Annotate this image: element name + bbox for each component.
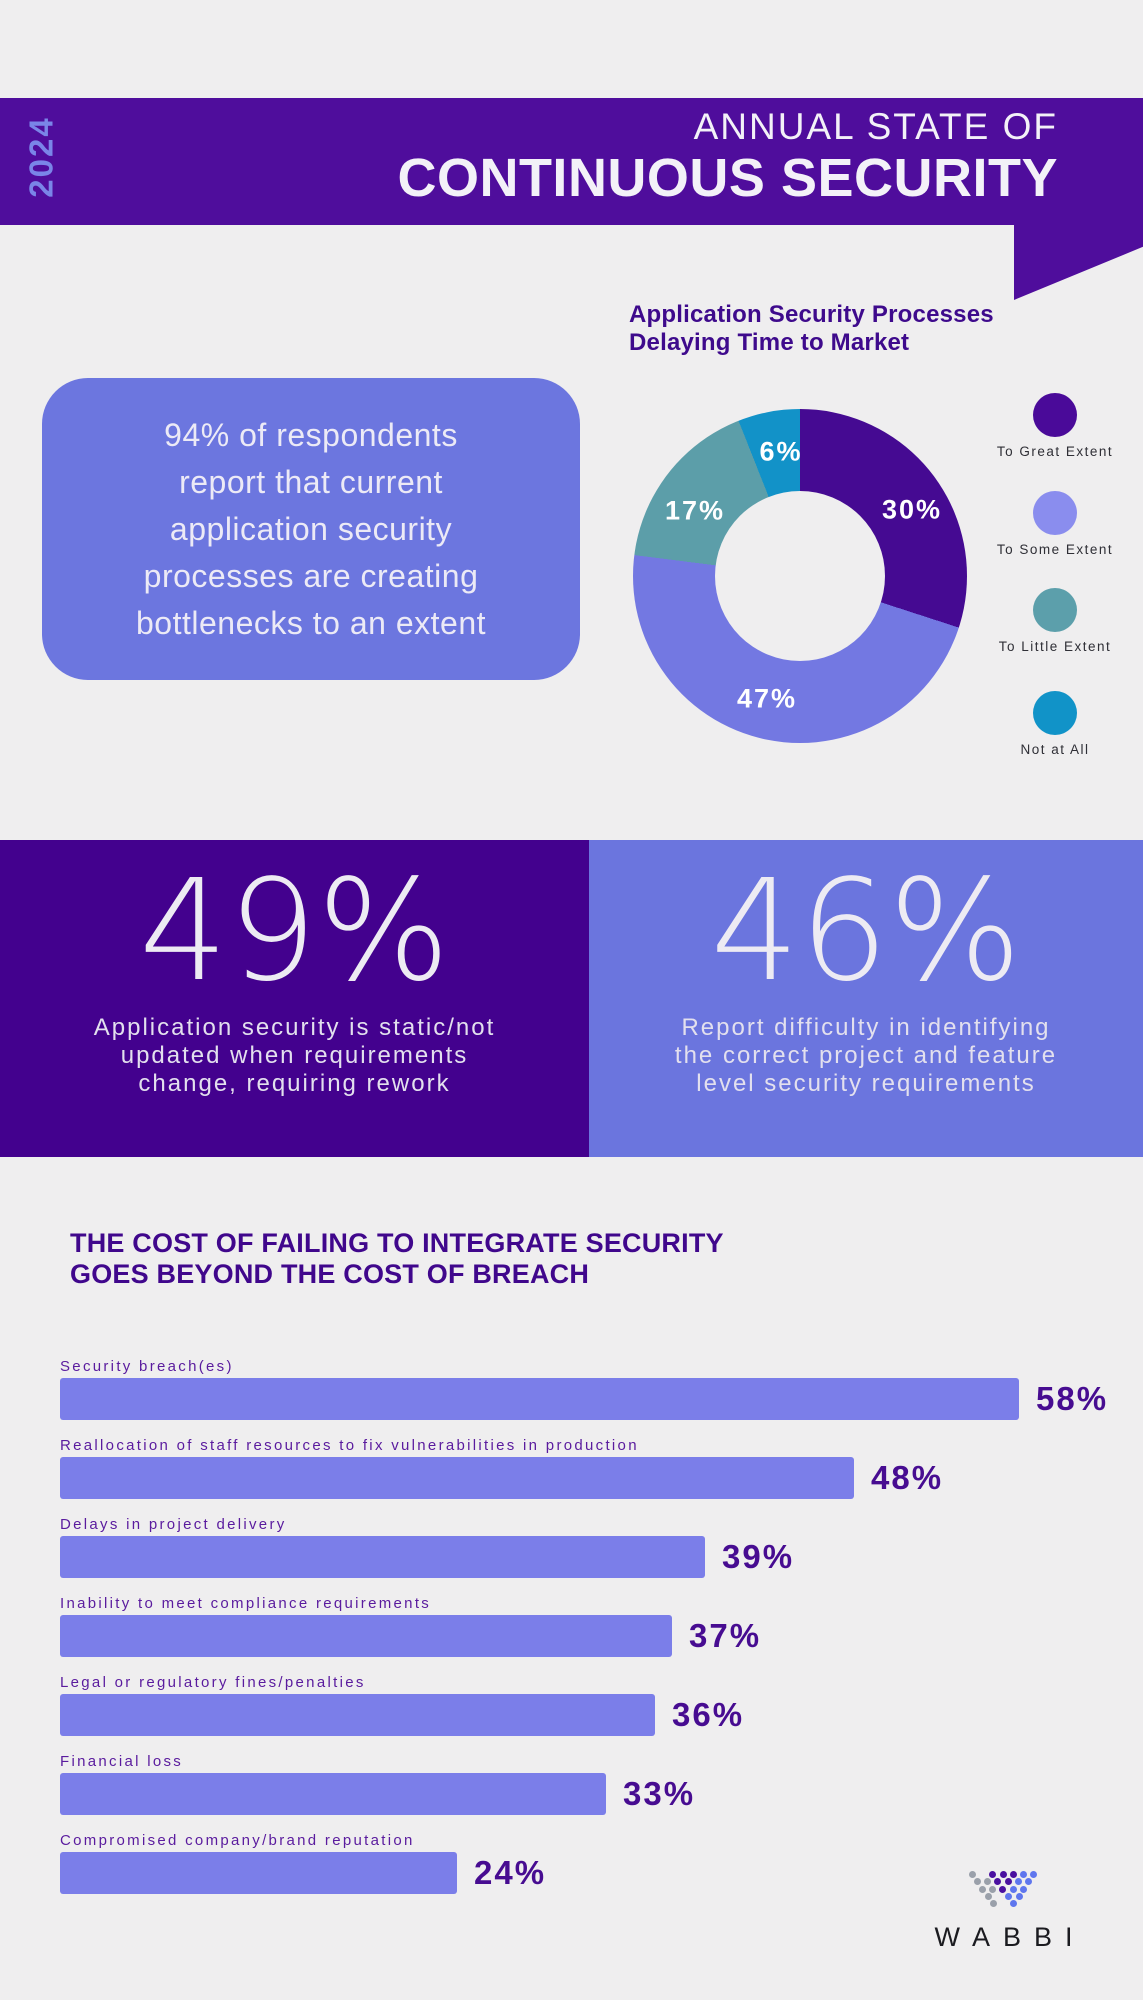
- bar-row: Delays in project delivery 39%: [60, 1514, 1140, 1578]
- logo-dot-icon: [989, 1871, 997, 1878]
- bar-row: Compromised company/brand reputation 24%: [60, 1830, 1140, 1894]
- bar-category-label: Financial loss: [60, 1753, 184, 1770]
- bar-value-label: 24%: [474, 1854, 547, 1891]
- header-title-line2: CONTINUOUS SECURITY: [397, 148, 1058, 208]
- header-titles: ANNUAL STATE OF CONTINUOUS SECURITY: [397, 105, 1058, 207]
- legend-item: To Great Extent: [995, 393, 1115, 460]
- legend-swatch-icon: [1033, 691, 1077, 735]
- logo-dot-icon: [985, 1892, 992, 1900]
- legend-swatch-icon: [1033, 491, 1077, 535]
- bar-category-label: Inability to meet compliance requirement…: [60, 1595, 432, 1612]
- legend-label: To Little Extent: [998, 639, 1112, 654]
- legend-item: To Some Extent: [995, 491, 1115, 558]
- stat-caption: Report difficulty in identifying the cor…: [674, 1014, 1058, 1097]
- logo-dot-icon: [984, 1878, 992, 1886]
- stat-block-49: 49% Application security is static/not u…: [0, 840, 589, 1157]
- bar-fill: [60, 1773, 606, 1815]
- legend-label: To Some Extent: [996, 542, 1114, 557]
- stat-callout-box: 94% of respondents report that current a…: [42, 378, 580, 680]
- donut-chart: 30% 47% 17% 6%: [633, 409, 967, 743]
- legend-swatch-icon: [1033, 588, 1077, 632]
- banner-tail-shape: [1014, 224, 1143, 300]
- year-label: 2024: [22, 116, 60, 198]
- bar-value-label: 39%: [722, 1538, 795, 1575]
- bar-chart: Security breach(es) 58% Reallocation of …: [60, 1356, 1140, 1909]
- header-banner: [0, 98, 1143, 225]
- logo-dot-icon: [990, 1900, 997, 1908]
- bar-fill: [60, 1457, 854, 1499]
- donut-value-label: 47%: [736, 683, 798, 714]
- bar-fill: [60, 1852, 457, 1894]
- donut-hole: [715, 491, 885, 661]
- bar-category-label: Compromised company/brand reputation: [60, 1832, 415, 1849]
- donut-value-label: 30%: [881, 494, 943, 525]
- bar-value-label: 33%: [623, 1775, 696, 1812]
- bar-category-label: Legal or regulatory fines/penalties: [60, 1674, 366, 1691]
- legend-item: Not at All: [995, 691, 1115, 758]
- logo-dot-icon: [969, 1871, 976, 1878]
- donut-chart-title: Application Security Processes Delaying …: [629, 301, 994, 356]
- stat-value: 49%: [138, 850, 451, 1013]
- logo-dot-icon: [1009, 1871, 1017, 1878]
- logo-dot-icon: [1010, 1900, 1018, 1908]
- logo-dot-icon: [979, 1885, 986, 1893]
- logo-dot-icon: [1004, 1878, 1012, 1886]
- logo-dot-icon: [999, 1885, 1007, 1893]
- logo-dot-icon: [1014, 1878, 1022, 1886]
- logo-dot-icon: [1025, 1878, 1032, 1886]
- bar-value-label: 37%: [689, 1617, 762, 1654]
- bar-value-label: 36%: [672, 1696, 745, 1733]
- bar-category-label: Delays in project delivery: [60, 1516, 287, 1533]
- bar-fill: [60, 1615, 672, 1657]
- bar-row: Legal or regulatory fines/penalties 36%: [60, 1672, 1140, 1736]
- logo-dot-icon: [1020, 1871, 1027, 1878]
- legend-label: To Great Extent: [996, 444, 1114, 459]
- logo-dot-icon: [1030, 1871, 1038, 1878]
- wabbi-logo-mark-icon: [969, 1871, 1049, 1911]
- bar-category-label: Security breach(es): [60, 1358, 234, 1375]
- legend-swatch-icon: [1033, 393, 1077, 437]
- donut-value-label: 6%: [759, 436, 803, 467]
- bar-row: Security breach(es) 58%: [60, 1356, 1140, 1420]
- logo-dot-icon: [1019, 1885, 1027, 1893]
- bar-row: Inability to meet compliance requirement…: [60, 1593, 1140, 1657]
- header-title-line1: ANNUAL STATE OF: [693, 106, 1058, 147]
- bar-value-label: 48%: [871, 1459, 944, 1496]
- stat-value: 46%: [710, 850, 1022, 1013]
- legend-label: Not at All: [1020, 742, 1090, 757]
- stat-block-46: 46% Report difficulty in identifying the…: [589, 840, 1143, 1157]
- bar-value-label: 58%: [1036, 1380, 1109, 1417]
- logo-dot-icon: [994, 1878, 1002, 1886]
- legend-item: To Little Extent: [995, 588, 1115, 655]
- bar-row: Financial loss 33%: [60, 1751, 1140, 1815]
- donut-value-label: 17%: [664, 495, 726, 526]
- stat-caption: Application security is static/not updat…: [93, 1014, 496, 1097]
- logo-dot-icon: [1015, 1892, 1023, 1900]
- stat-callout-text: 94% of respondents report that current a…: [136, 416, 486, 641]
- logo-dot-icon: [989, 1885, 997, 1893]
- logo-dot-icon: [999, 1871, 1007, 1878]
- bar-fill: [60, 1694, 655, 1736]
- logo-dot-icon: [1005, 1892, 1013, 1900]
- logo-dot-icon: [1009, 1885, 1017, 1893]
- wabbi-logo-text: WABBI: [934, 1922, 1086, 1952]
- bar-chart-heading: THE COST OF FAILING TO INTEGRATE SECURIT…: [70, 1228, 724, 1289]
- bar-fill: [60, 1378, 1019, 1420]
- bar-fill: [60, 1536, 705, 1578]
- bar-category-label: Reallocation of staff resources to fix v…: [60, 1437, 639, 1454]
- bar-row: Reallocation of staff resources to fix v…: [60, 1435, 1140, 1499]
- logo-dot-icon: [974, 1878, 981, 1886]
